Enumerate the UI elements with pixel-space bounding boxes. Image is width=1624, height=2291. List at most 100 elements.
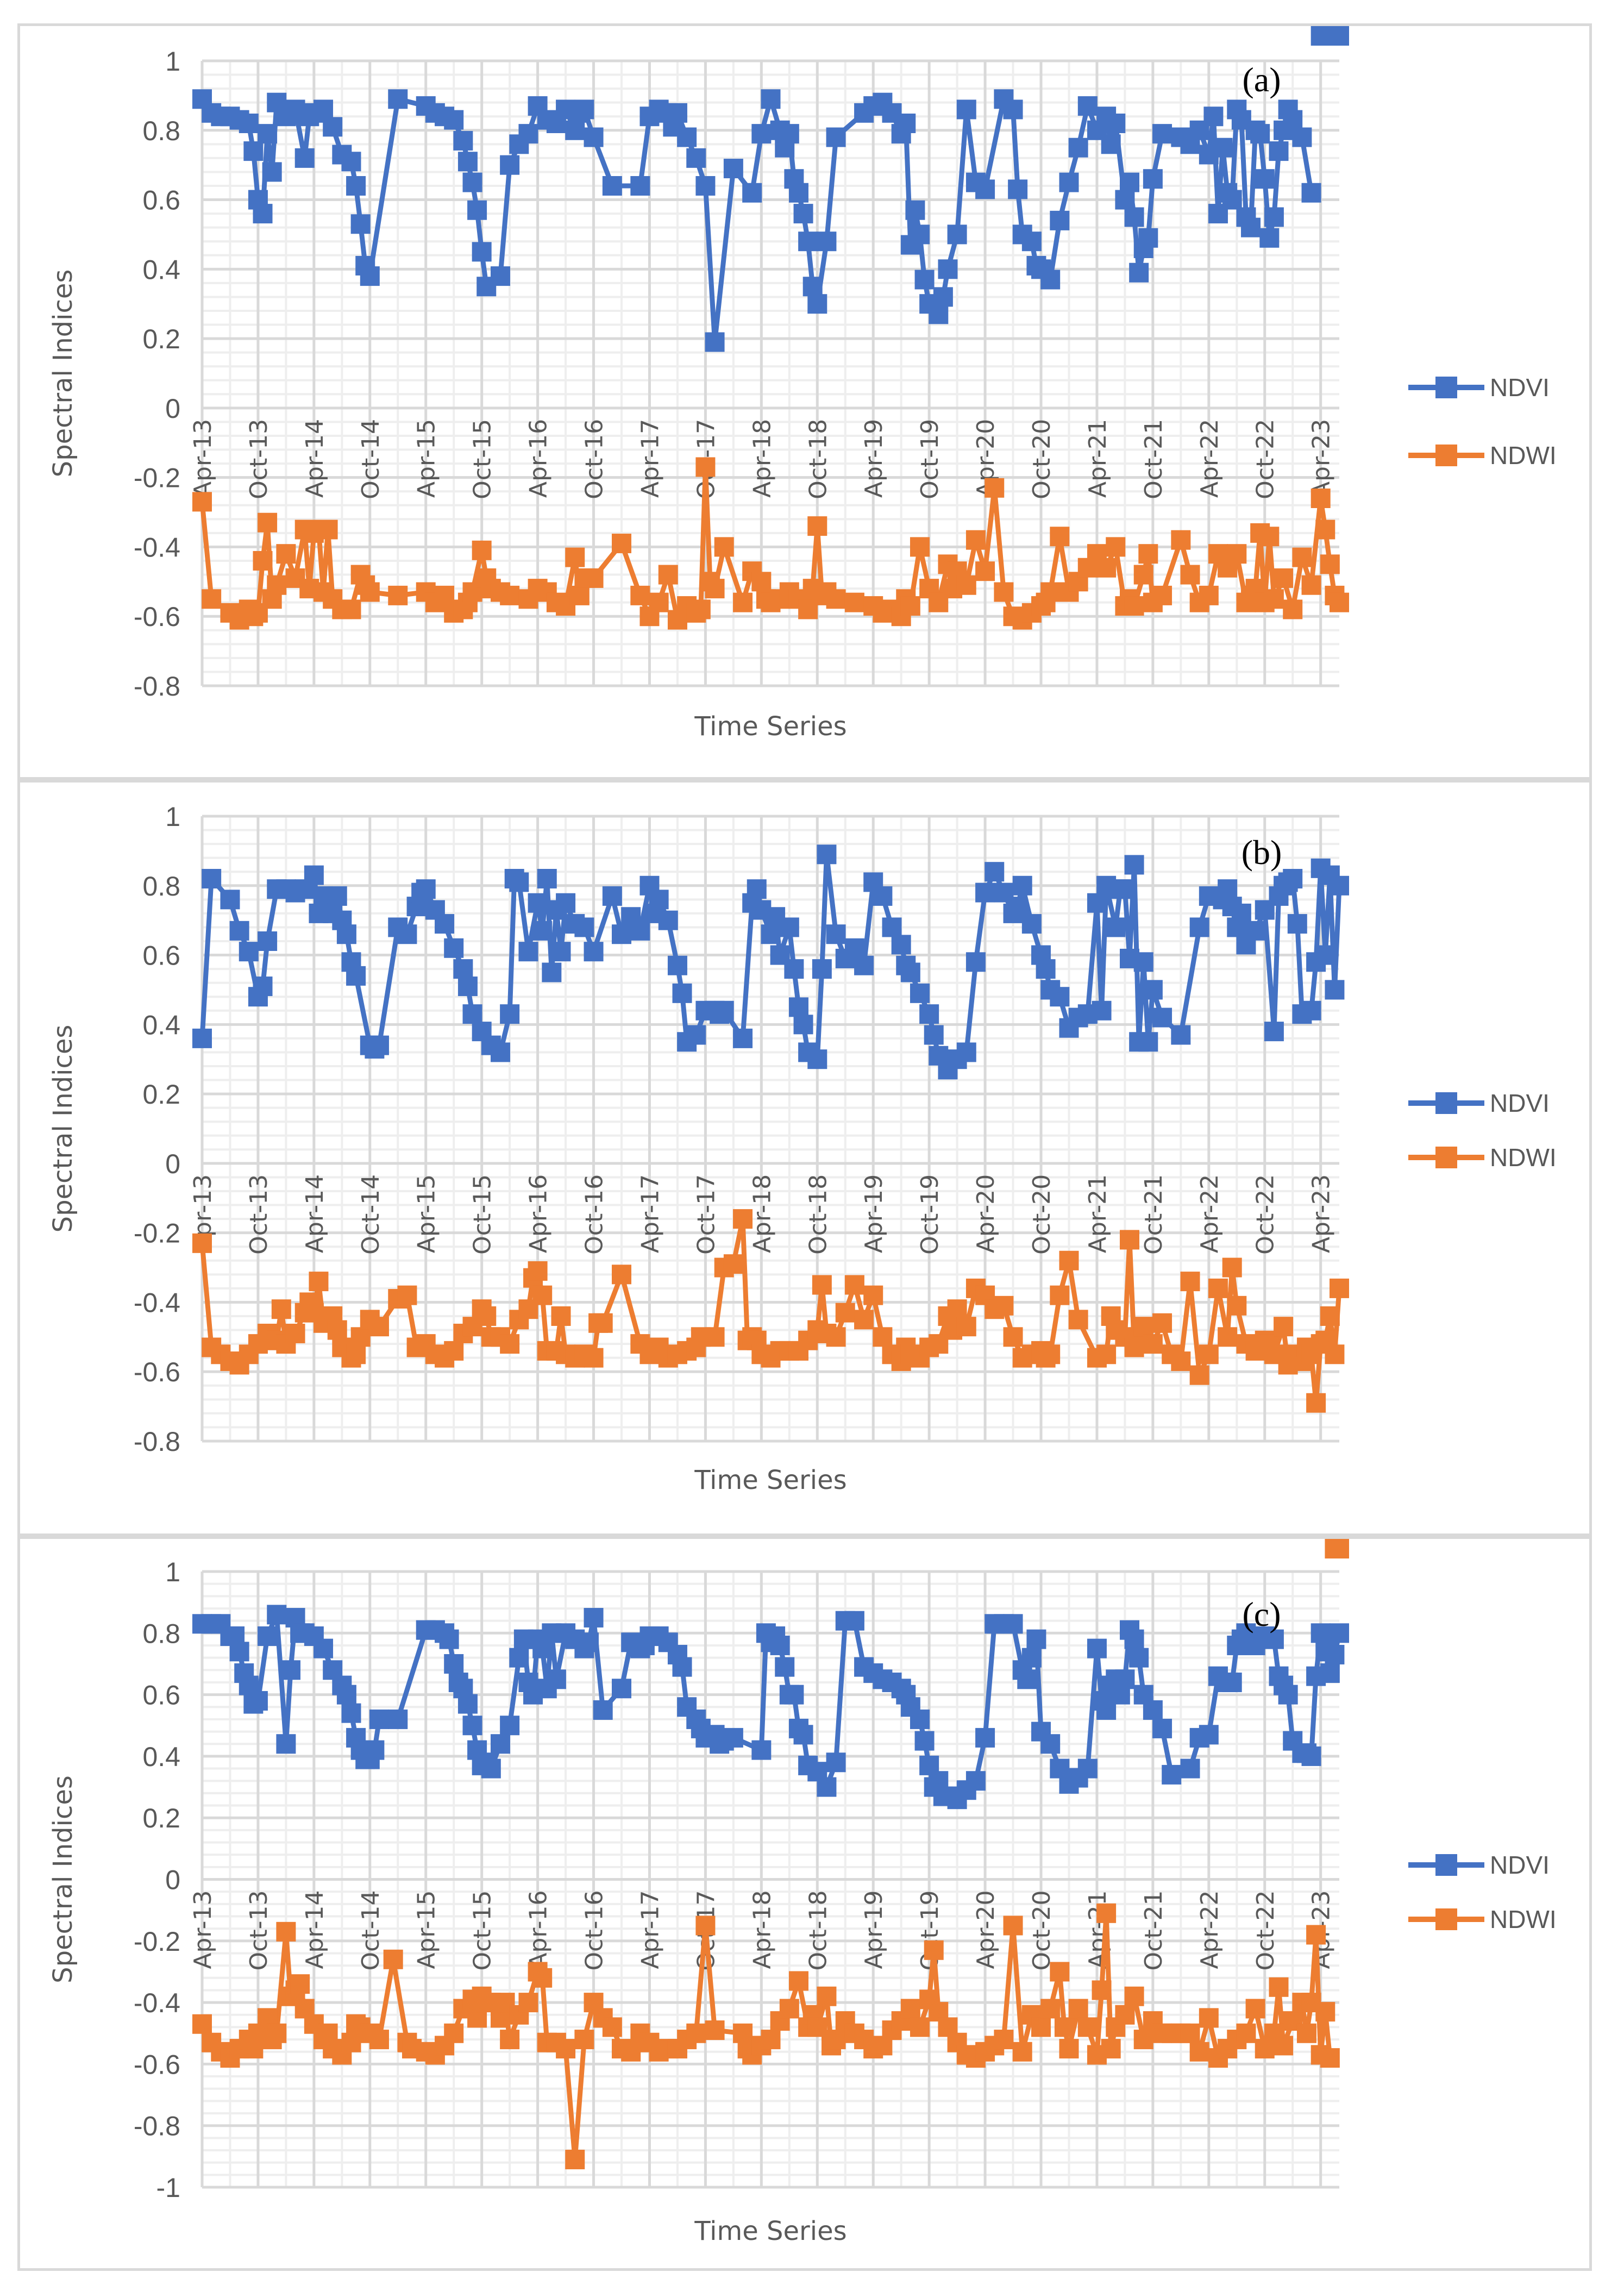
data-point-ndvi <box>817 844 837 865</box>
x-tick-label: Apr-15 <box>413 419 441 498</box>
x-tick-label: Apr-16 <box>525 1174 553 1253</box>
x-axis-title: Time Series <box>694 1465 847 1495</box>
y-tick-label: 0.8 <box>142 871 180 902</box>
data-point-ndvi <box>435 914 455 934</box>
data-point-ndwi <box>1115 2005 1135 2025</box>
data-point-ndvi <box>914 270 935 290</box>
data-point-ndwi <box>1218 1327 1238 1347</box>
data-point-ndvi <box>388 1709 408 1729</box>
data-point-ndwi <box>1274 2036 1294 2056</box>
x-tick-label: Apr-20 <box>972 1174 1000 1253</box>
data-point-ndvi <box>584 942 604 962</box>
data-point-ndvi <box>584 127 604 147</box>
data-point-ndwi <box>346 1344 366 1364</box>
y-tick-label: 0 <box>165 1865 180 1895</box>
legend-item-ndwi: NDWI <box>1408 1143 1557 1172</box>
x-tick-label: Apr-16 <box>525 419 553 498</box>
data-point-ndvi <box>1222 1672 1242 1692</box>
data-point-ndwi <box>500 2030 520 2050</box>
data-point-ndvi <box>1203 107 1224 127</box>
data-point-ndvi <box>1152 1007 1172 1028</box>
legend-label: NDVI <box>1490 1851 1550 1879</box>
data-point-ndwi <box>947 1299 967 1319</box>
y-tick-label: 1 <box>165 46 180 77</box>
y-tick-label: 0.4 <box>142 1742 180 1772</box>
data-point-ndvi <box>1269 141 1289 161</box>
data-point-ndwi <box>192 1233 212 1253</box>
data-point-ndwi <box>695 1916 716 1936</box>
x-tick-label: Oct-22 <box>1252 419 1280 499</box>
data-point-ndwi <box>528 1261 548 1281</box>
data-point-ndwi <box>1040 1344 1061 1364</box>
data-point-ndwi <box>1096 558 1117 578</box>
data-point-ndvi <box>220 890 240 910</box>
data-point-ndwi <box>435 585 455 605</box>
data-point-ndvi <box>457 152 478 172</box>
data-point-ndvi <box>667 955 687 975</box>
data-point-ndvi <box>1119 172 1139 192</box>
data-point-ndwi <box>602 2017 622 2037</box>
data-point-ndvi <box>854 955 874 975</box>
data-point-ndvi <box>1264 1629 1284 1649</box>
data-point-ndvi <box>350 214 371 234</box>
data-point-ndwi <box>705 1327 725 1347</box>
data-point-ndwi <box>1320 554 1340 574</box>
data-point-ndwi <box>1269 1977 1289 1997</box>
data-point-ndvi <box>546 1669 566 1689</box>
y-tick-label: 0.4 <box>142 254 180 285</box>
data-point-ndvi <box>910 1709 930 1729</box>
data-point-ndwi <box>1189 2042 1209 2062</box>
data-point-ndvi <box>985 862 1005 882</box>
data-point-ndwi <box>1306 1925 1326 1945</box>
data-point-ndwi <box>994 1295 1014 1316</box>
data-point-ndvi <box>1325 980 1345 1000</box>
data-point-ndwi <box>1077 2017 1098 2037</box>
data-point-ndwi <box>1133 1317 1153 1337</box>
data-point-ndvi <box>793 1725 813 1745</box>
data-point-ndvi <box>770 1635 790 1655</box>
data-point-ndwi <box>1236 2023 1256 2043</box>
data-point-ndvi <box>761 924 781 944</box>
data-point-ndvi <box>551 942 571 962</box>
data-point-ndvi <box>933 287 953 307</box>
x-tick-label: Oct-14 <box>357 419 385 499</box>
data-point-ndvi <box>1124 855 1144 875</box>
y-tick-label: -0.2 <box>134 463 180 493</box>
data-point-ndwi <box>192 2014 212 2034</box>
data-point-ndwi <box>1320 2048 1340 2068</box>
x-tick-label: Oct-18 <box>804 1891 832 1971</box>
data-point-ndvi <box>556 893 576 913</box>
legend-marker-icon <box>1435 445 1457 466</box>
data-point-ndvi <box>1036 959 1056 979</box>
x-tick-label: Oct-15 <box>469 1174 497 1255</box>
data-point-ndwi <box>1152 585 1172 605</box>
data-point-ndvi <box>1301 183 1321 203</box>
data-point-ndvi <box>1106 917 1126 937</box>
data-point-ndwi <box>1152 1313 1172 1333</box>
data-point-ndvi <box>747 879 767 899</box>
data-point-ndwi <box>1040 1999 1061 2019</box>
y-tick-label: 1 <box>165 802 180 832</box>
data-point-ndvi <box>891 935 911 955</box>
series-ndwi <box>192 1539 1349 2170</box>
data-point-ndwi <box>900 1999 920 2019</box>
data-point-ndvi <box>258 1626 278 1646</box>
data-point-ndvi <box>253 204 273 224</box>
x-tick-label: Oct-14 <box>357 1891 385 1971</box>
data-point-ndwi <box>1092 1980 1112 2000</box>
data-point-ndvi <box>775 1657 795 1677</box>
data-point-ndvi <box>467 200 487 220</box>
data-point-ndvi <box>1115 879 1135 899</box>
x-tick-label: Oct-21 <box>1140 1174 1168 1255</box>
data-point-ndvi <box>1330 26 1349 46</box>
data-point-ndvi <box>677 127 697 147</box>
data-point-ndwi <box>565 2150 585 2170</box>
x-tick-label: Oct-22 <box>1252 1174 1280 1255</box>
series-ndwi <box>192 1209 1349 1413</box>
data-point-ndvi <box>262 162 282 182</box>
data-point-ndvi <box>1021 1648 1042 1668</box>
data-point-ndwi <box>397 1285 417 1305</box>
data-point-ndwi <box>584 1348 604 1368</box>
data-point-ndwi <box>500 585 520 605</box>
data-point-ndvi <box>924 1025 944 1045</box>
